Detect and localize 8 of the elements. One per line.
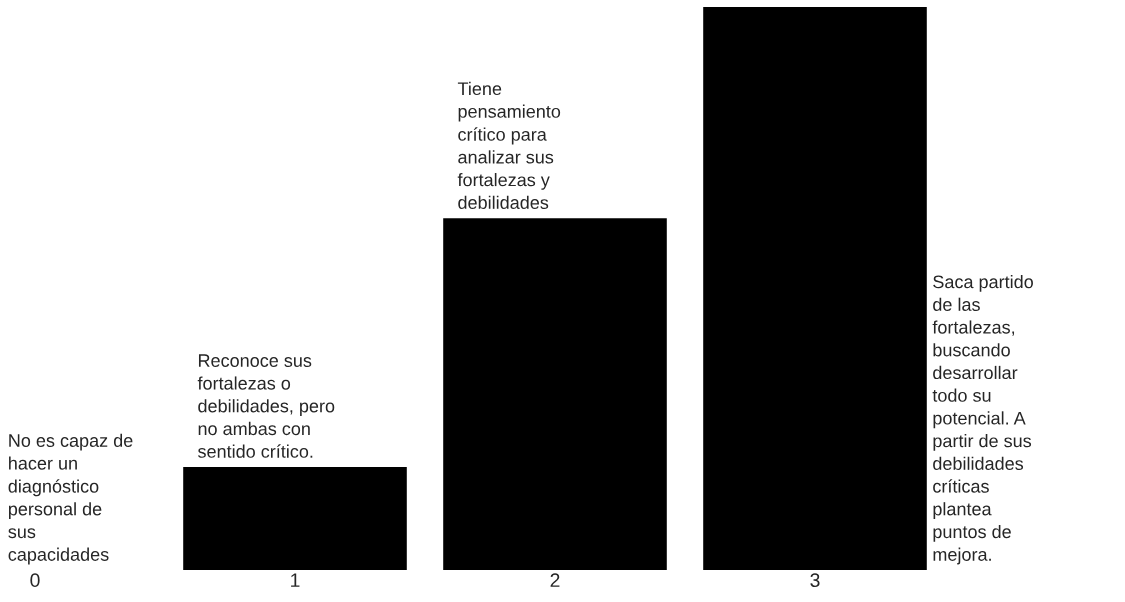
x-tick-label: 2 bbox=[550, 573, 560, 587]
annotation: Reconoce sus fortalezas o debilidades, pero no ambas con sentido crítico. bbox=[197, 354, 335, 458]
x-tick-label: 3 bbox=[810, 573, 820, 588]
x-tick-label: 1 bbox=[291, 573, 300, 587]
annotation: No es capaz de hacer un diagnóstico personal de sus capacidades bbox=[8, 433, 133, 565]
x-tick-label: 0 bbox=[30, 573, 40, 588]
text: Saca partido de las fortalezas, buscando desarrollar todo su potencial. A partir de sus debilidades críticas plantea puntos de mejora. bbox=[932, 274, 1033, 565]
annotation: Tiene pensamiento crítico para analizar sus fortalezas y debilidades bbox=[457, 81, 561, 209]
